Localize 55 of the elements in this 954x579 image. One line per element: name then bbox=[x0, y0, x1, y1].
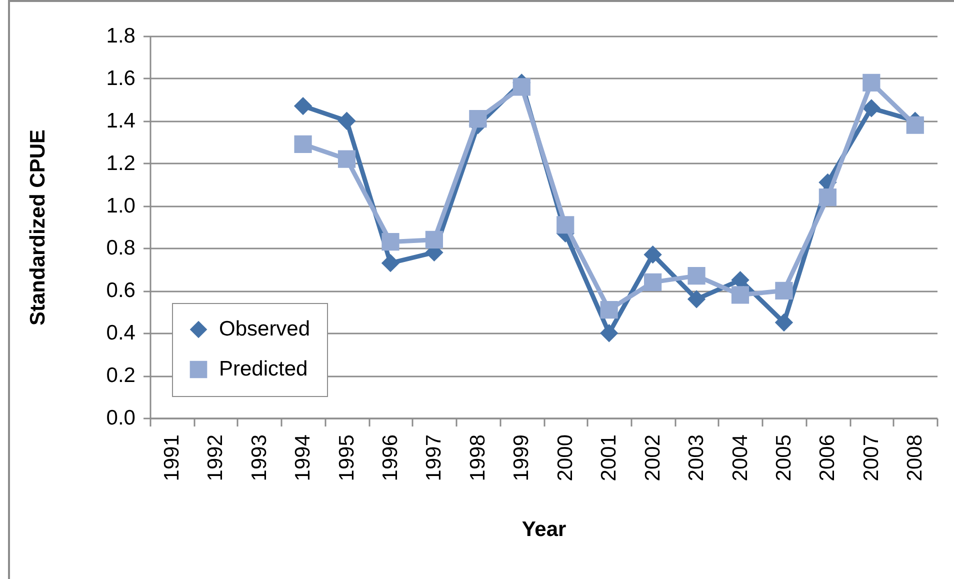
x-tick-label: 1993 bbox=[248, 434, 271, 482]
x-tick-label: 2005 bbox=[772, 434, 796, 482]
y-tick-label: 1.6 bbox=[106, 66, 136, 90]
x-tick-label: 2006 bbox=[816, 434, 840, 482]
point bbox=[687, 290, 706, 308]
point bbox=[382, 233, 400, 251]
point bbox=[774, 313, 794, 332]
y-tick-label: 1.8 bbox=[106, 24, 136, 48]
point bbox=[644, 273, 662, 291]
x-tick-label: 1998 bbox=[466, 434, 490, 482]
x-tick-label: 1994 bbox=[292, 434, 315, 482]
y-tick-label: 0.0 bbox=[106, 406, 136, 430]
x-tick-label: 1997 bbox=[422, 434, 446, 482]
point bbox=[338, 150, 356, 168]
y-tick-label: 0.4 bbox=[106, 322, 136, 345]
x-axis-title: Year bbox=[522, 518, 566, 542]
legend-label: Predicted bbox=[219, 358, 308, 380]
y-tick-label: 0.2 bbox=[106, 364, 136, 388]
point bbox=[775, 282, 793, 300]
point bbox=[512, 78, 530, 96]
point bbox=[600, 300, 618, 319]
point bbox=[906, 116, 924, 134]
legend-label: Observed bbox=[219, 318, 310, 340]
x-tick-label: 2004 bbox=[728, 434, 752, 482]
x-tick-label: 1995 bbox=[335, 434, 358, 482]
y-axis-title: Standardized CPUE bbox=[26, 129, 50, 326]
x-tick-label: 1991 bbox=[160, 434, 184, 482]
x-tick-label: 2008 bbox=[904, 434, 927, 482]
y-tick-label: 0.8 bbox=[106, 236, 136, 260]
y-tick-label: 0.6 bbox=[106, 279, 136, 302]
point bbox=[294, 96, 312, 116]
y-tick-label: 1.2 bbox=[106, 152, 136, 175]
point bbox=[556, 216, 574, 234]
x-tick-label: 2003 bbox=[685, 434, 708, 482]
point bbox=[338, 112, 356, 130]
y-tick-label: 1.4 bbox=[106, 109, 136, 132]
point bbox=[862, 99, 880, 118]
point bbox=[600, 324, 618, 342]
x-tick-label: 2001 bbox=[598, 434, 621, 482]
point bbox=[469, 110, 487, 128]
point bbox=[294, 135, 312, 154]
x-tick-label: 2007 bbox=[860, 434, 883, 482]
point bbox=[688, 267, 706, 285]
x-tick-label: 1999 bbox=[510, 434, 534, 482]
point bbox=[644, 246, 662, 264]
y-tick-label: 1.0 bbox=[106, 194, 136, 218]
point bbox=[381, 254, 400, 272]
point bbox=[731, 286, 750, 304]
x-tick-label: 2000 bbox=[554, 434, 577, 482]
point bbox=[862, 74, 880, 92]
point bbox=[425, 230, 443, 249]
x-tick-label: 1992 bbox=[204, 434, 228, 482]
x-tick-label: 1996 bbox=[378, 434, 402, 482]
x-tick-label: 2002 bbox=[641, 434, 664, 482]
point bbox=[818, 188, 836, 206]
